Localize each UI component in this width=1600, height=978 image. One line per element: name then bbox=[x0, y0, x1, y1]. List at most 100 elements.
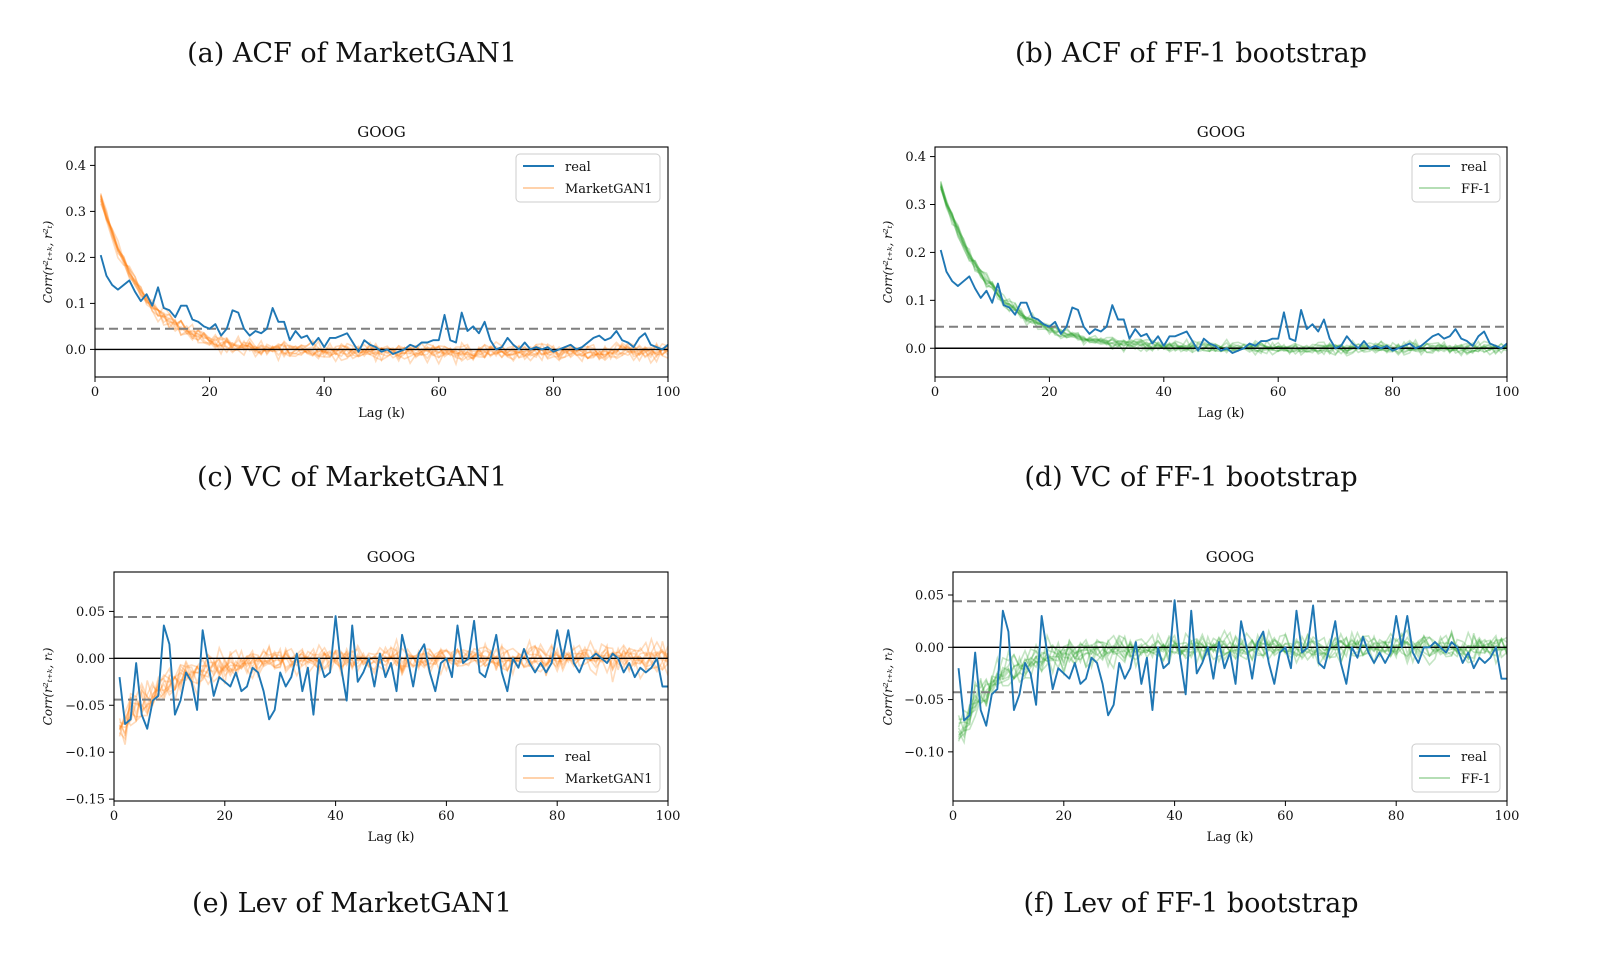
x-tick-label: 80 bbox=[549, 809, 566, 824]
legend: real MarketGAN1 bbox=[515, 743, 661, 793]
series-line-FF-1-10 bbox=[939, 186, 1507, 355]
series-line-FF-1-9 bbox=[939, 185, 1507, 356]
y-tick-label: −0.05 bbox=[65, 699, 105, 714]
y-tick-label: 0.1 bbox=[905, 294, 926, 309]
y-tick-label: 0.00 bbox=[915, 641, 944, 656]
series-line-MarketGAN1-10 bbox=[118, 643, 668, 731]
series-line-FF-1-6 bbox=[957, 628, 1507, 728]
x-tick-label: 0 bbox=[110, 809, 118, 824]
legend-label-real: real bbox=[1461, 750, 1487, 765]
x-tick-label: 0 bbox=[91, 385, 99, 400]
x-tick-label: 0 bbox=[949, 809, 957, 824]
series-line-real bbox=[957, 599, 1507, 727]
series-line-MarketGAN1-4 bbox=[99, 197, 668, 365]
x-tick-label: 20 bbox=[1041, 385, 1058, 400]
plot-frame bbox=[934, 146, 1508, 378]
series-line-MarketGAN1-6 bbox=[99, 194, 668, 365]
y-tick-label: 0.05 bbox=[915, 589, 944, 604]
series-line-FF-1-2 bbox=[957, 632, 1507, 742]
x-axis-label: Lag (k) bbox=[368, 830, 415, 845]
series-line-FF-1-1 bbox=[939, 185, 1507, 357]
chart-panel-lev_marketgan: 0 20 40 60 80 100 −0.15 −0.10 −0.05 0.00 0.05 GOOG L… bbox=[41, 548, 680, 845]
plot-area bbox=[953, 599, 1507, 746]
series-line-MarketGAN1-3 bbox=[118, 639, 668, 741]
y-axis-label: Corr(r²ₜ₊ₖ, r²ₜ) bbox=[881, 220, 895, 303]
chart-title: GOOG bbox=[1206, 548, 1255, 566]
legend: real FF-1 bbox=[1411, 743, 1501, 793]
series-line-MarketGAN1-9 bbox=[119, 641, 668, 729]
y-tick-label: 0.4 bbox=[905, 150, 926, 165]
series-line-FF-1-4 bbox=[958, 630, 1507, 721]
series-line-FF-1-4 bbox=[939, 184, 1507, 357]
x-tick-label: 20 bbox=[1056, 809, 1073, 824]
plot-area bbox=[114, 615, 668, 745]
series-line-real bbox=[99, 254, 668, 355]
y-tick-label: 0.3 bbox=[65, 205, 86, 220]
series-line-FF-1-5 bbox=[958, 628, 1507, 726]
y-tick-label: 0.3 bbox=[905, 198, 926, 213]
x-tick-label: 80 bbox=[1388, 809, 1405, 824]
x-tick-label: 60 bbox=[1277, 809, 1294, 824]
series-line-FF-1-9 bbox=[957, 632, 1507, 740]
legend-label-sim: MarketGAN1 bbox=[565, 772, 653, 787]
x-tick-label: 40 bbox=[1166, 809, 1183, 824]
series-line-FF-1-3 bbox=[939, 187, 1507, 356]
x-axis-label: Lag (k) bbox=[1207, 830, 1254, 845]
x-tick-label: 40 bbox=[1156, 385, 1173, 400]
y-tick-label: 0.0 bbox=[65, 343, 86, 358]
chart-title: GOOG bbox=[1197, 123, 1246, 141]
x-tick-label: 20 bbox=[201, 385, 218, 400]
legend-label-real: real bbox=[1461, 160, 1487, 175]
series-line-MarketGAN1-4 bbox=[118, 643, 668, 737]
y-tick-label: −0.10 bbox=[904, 745, 944, 760]
legend-label-sim: FF-1 bbox=[1461, 772, 1491, 787]
legend-label-real: real bbox=[565, 160, 591, 175]
x-tick-label: 100 bbox=[1495, 385, 1520, 400]
x-tick-label: 80 bbox=[545, 385, 562, 400]
x-axis-label: Lag (k) bbox=[358, 406, 405, 421]
chart-panel-acf_ff1: 0 20 40 60 80 100 0.0 0.1 0.2 0.3 0.4 GOOG Lag (k) Co… bbox=[881, 123, 1519, 421]
y-tick-label: −0.15 bbox=[65, 793, 105, 808]
plot-area bbox=[95, 193, 668, 367]
y-axis-label: Corr(r²ₜ₊ₖ, r²ₜ) bbox=[41, 220, 55, 303]
caption-e: (e) Lev of MarketGAN1 bbox=[192, 888, 512, 919]
series-line-MarketGAN1-7 bbox=[99, 196, 668, 363]
legend-label-sim: FF-1 bbox=[1461, 182, 1491, 197]
series-line-FF-1-3 bbox=[957, 631, 1507, 732]
series-line-FF-1-7 bbox=[939, 183, 1507, 357]
series-line-MarketGAN1-1 bbox=[99, 198, 668, 365]
x-tick-label: 100 bbox=[656, 809, 681, 824]
plot-frame bbox=[94, 146, 669, 378]
plot-frame bbox=[952, 571, 1508, 802]
chart-panel-acf_marketgan: 0 20 40 60 80 100 0.0 0.1 0.2 0.3 0.4 GOOG Lag (k) Co… bbox=[41, 123, 680, 421]
series-line-MarketGAN1-6 bbox=[118, 636, 668, 730]
y-axis-label: Corr(r²ₜ₊ₖ, rₜ) bbox=[881, 647, 895, 725]
chart-title: GOOG bbox=[367, 548, 416, 566]
y-tick-label: −0.10 bbox=[65, 746, 105, 761]
series-line-FF-1-2 bbox=[939, 186, 1507, 356]
series-line-MarketGAN1-5 bbox=[118, 636, 668, 745]
series-line-FF-1-7 bbox=[957, 631, 1507, 746]
series-line-FF-1-6 bbox=[939, 182, 1507, 357]
y-tick-label: −0.05 bbox=[904, 693, 944, 708]
x-tick-label: 60 bbox=[438, 809, 455, 824]
y-tick-label: 0.05 bbox=[76, 605, 105, 620]
series-line-MarketGAN1-10 bbox=[99, 200, 668, 360]
series-line-MarketGAN1-8 bbox=[99, 203, 668, 364]
y-tick-label: 0.2 bbox=[905, 246, 926, 261]
chart-panel-lev_ff1: 0 20 40 60 80 100 −0.10 −0.05 0.00 0.05 GOOG Lag (k… bbox=[881, 548, 1519, 845]
series-line-real bbox=[939, 249, 1507, 354]
series-line-MarketGAN1-2 bbox=[99, 194, 668, 367]
plot-frame bbox=[113, 571, 669, 802]
y-tick-label: 0.4 bbox=[65, 159, 86, 174]
x-tick-label: 100 bbox=[1495, 809, 1520, 824]
chart-title: GOOG bbox=[357, 123, 406, 141]
series-line-MarketGAN1-5 bbox=[99, 193, 668, 366]
x-tick-label: 40 bbox=[327, 809, 344, 824]
x-tick-label: 0 bbox=[931, 385, 939, 400]
caption-c: (c) VC of MarketGAN1 bbox=[196, 462, 508, 493]
caption-b: (b) ACF of FF-1 bootstrap bbox=[1014, 38, 1368, 69]
y-axis-label: Corr(r²ₜ₊ₖ, rₜ) bbox=[41, 647, 55, 725]
x-tick-label: 80 bbox=[1384, 385, 1401, 400]
